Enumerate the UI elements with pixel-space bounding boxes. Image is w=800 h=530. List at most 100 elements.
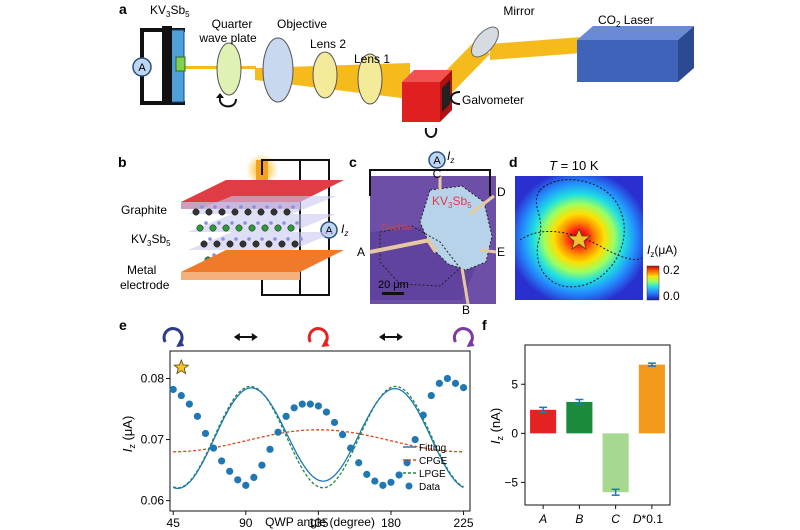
lattice-atom-small xyxy=(221,237,225,241)
lattice-atom xyxy=(270,208,278,216)
lattice-atom xyxy=(274,224,282,232)
lattice-atom xyxy=(239,240,247,248)
data-point xyxy=(363,470,371,478)
panel-d: d T = 10 K Iz(μA) 0.2 0.0 xyxy=(509,154,680,303)
f-xtick-label: A xyxy=(538,512,547,526)
colorbar-max: 0.2 xyxy=(663,263,680,277)
lattice-atom xyxy=(257,208,265,216)
mirror-label: Mirror xyxy=(503,4,534,18)
data-point xyxy=(371,477,379,485)
circular-polarization-icon xyxy=(307,327,329,344)
fitting-curve xyxy=(172,387,464,490)
lattice-atom-small xyxy=(239,205,243,209)
co2-laser: CO2 Laser xyxy=(577,13,694,82)
data-point xyxy=(322,408,331,416)
e-xtick-label: 180 xyxy=(381,516,401,530)
lattice-atom xyxy=(278,240,286,248)
data-point xyxy=(427,391,435,400)
e-xtick-label: 135 xyxy=(308,516,328,530)
metal-label-1: Metal xyxy=(127,263,156,277)
lattice-atom-small xyxy=(243,221,247,225)
contact-b: B xyxy=(462,303,470,317)
data-point xyxy=(435,379,443,387)
crystal-flake xyxy=(419,185,493,271)
f-ytick-label: −5 xyxy=(504,475,518,489)
e-plot-frame xyxy=(169,350,471,512)
data-point xyxy=(201,429,210,438)
metal-electrode xyxy=(181,250,344,272)
data-point xyxy=(258,461,266,469)
polarization-arrowhead xyxy=(233,333,240,341)
ammeter-icon xyxy=(132,57,152,77)
data-point xyxy=(411,435,419,444)
data-point xyxy=(218,457,226,465)
lattice-atom xyxy=(209,224,217,232)
star-icon xyxy=(173,358,190,375)
contact-d: D xyxy=(497,185,506,199)
circular-polarization-icon xyxy=(452,327,474,344)
b-crystal-label: KV3Sb5 xyxy=(131,232,171,248)
contact-a: A xyxy=(357,245,365,259)
polarization-markers xyxy=(162,327,475,347)
lattice-atom-small xyxy=(299,237,303,241)
lattice-atom-small xyxy=(204,221,208,225)
data-point xyxy=(347,444,355,452)
ammeter-label: A xyxy=(138,62,146,74)
sample-kv3sb5: KV3Sb5 xyxy=(150,3,190,104)
data-point xyxy=(169,385,177,394)
lattice-atom xyxy=(231,208,239,216)
lattice-atom-small xyxy=(230,221,234,225)
lattice-atom-small xyxy=(226,205,230,209)
data-point xyxy=(234,476,242,484)
galvo-rotation-icon-2 xyxy=(424,127,438,138)
f-xtick-label: D*0.1 xyxy=(633,512,663,526)
lattice-atom-small xyxy=(200,205,204,209)
panel-label-e: e xyxy=(119,317,127,333)
data-point xyxy=(459,384,468,392)
polarization-arrowhead xyxy=(176,339,185,347)
f-xtick-label: B xyxy=(575,512,583,526)
data-point xyxy=(282,412,290,420)
panel-f: f −5 0 5 A B C D*0.1 Iz (nA) xyxy=(482,317,671,526)
lens-1: Lens 1 xyxy=(354,52,390,105)
e-ylabel: Iz (μA) xyxy=(120,416,137,453)
colorbar xyxy=(646,265,660,301)
polarization-arrowhead xyxy=(251,333,258,341)
data-point xyxy=(298,400,306,408)
lattice-atom xyxy=(213,240,221,248)
metal-label-2: electrode xyxy=(120,278,170,292)
data-point xyxy=(379,481,387,489)
data-point xyxy=(330,418,339,427)
lattice-atom-small xyxy=(282,221,286,225)
lattice-atom-small xyxy=(291,205,295,209)
data-point xyxy=(193,412,202,420)
galvometer-label: Galvometer xyxy=(462,93,524,107)
c-ammeter-icon xyxy=(428,151,446,169)
data-point xyxy=(185,400,193,408)
lattice-atom-small xyxy=(273,237,277,241)
lattice-atom xyxy=(200,240,208,248)
f-ytick-label: 0 xyxy=(511,426,518,440)
rotation-arrow-icon xyxy=(218,97,237,108)
polarization-arrowhead xyxy=(321,339,330,347)
e-ytick-label: 0.06 xyxy=(141,494,165,508)
panel-label-b: b xyxy=(118,154,127,170)
data-point xyxy=(266,445,274,453)
colorbar-label: Iz(μA) xyxy=(647,243,677,259)
e-ytick-label: 0.07 xyxy=(141,433,165,447)
laser-beam xyxy=(182,36,595,101)
lattice-atom xyxy=(244,208,252,216)
bar-3 xyxy=(638,364,665,434)
data-point xyxy=(226,467,234,475)
scale-bar-label: 20 μm xyxy=(378,279,409,291)
lattice-atom xyxy=(226,240,234,248)
f-ytick-label: 5 xyxy=(511,377,518,391)
graphite-outline xyxy=(379,225,461,287)
lens1-label: Lens 1 xyxy=(354,52,390,66)
bar-2 xyxy=(602,433,629,493)
panel-a: a A KV3Sb5 Quarter wave plate xyxy=(119,1,694,138)
lattice-atom-small xyxy=(252,205,256,209)
data-point xyxy=(314,402,322,410)
legend-fitting: Fitting xyxy=(419,443,446,454)
lattice-atom xyxy=(248,224,256,232)
